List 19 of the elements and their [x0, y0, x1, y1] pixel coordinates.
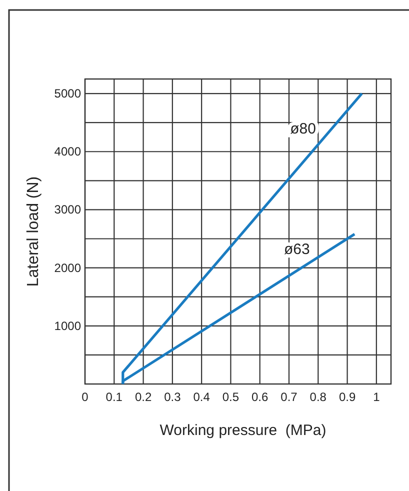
x-tick-label: 0: [82, 390, 89, 404]
x-tick-label: 0.4: [193, 390, 210, 404]
x-tick-label: 0.9: [338, 390, 356, 404]
x-tick-label: 0.2: [134, 390, 152, 404]
x-tick-label: 0.7: [280, 390, 298, 404]
x-tick-label: 0.6: [252, 390, 269, 404]
y-tick-label: 5000: [54, 86, 82, 101]
y-tick-label: 3000: [54, 202, 82, 217]
x-axis-title: Working pressure (MPa): [160, 422, 326, 439]
x-tick-label: 1: [373, 390, 380, 404]
x-tick-label: 0.1: [106, 390, 123, 404]
x-tick-label: 0.5: [222, 390, 240, 404]
y-tick-label: 4000: [54, 144, 82, 159]
y-axis-title: Lateral load (N): [25, 176, 42, 287]
y-tick-label: 2000: [54, 260, 82, 275]
y-tick-label: 1000: [54, 318, 82, 333]
series-label: ø80: [290, 120, 316, 138]
x-tick-label: 0.8: [310, 390, 327, 404]
x-tick-label: 0.3: [164, 390, 182, 404]
